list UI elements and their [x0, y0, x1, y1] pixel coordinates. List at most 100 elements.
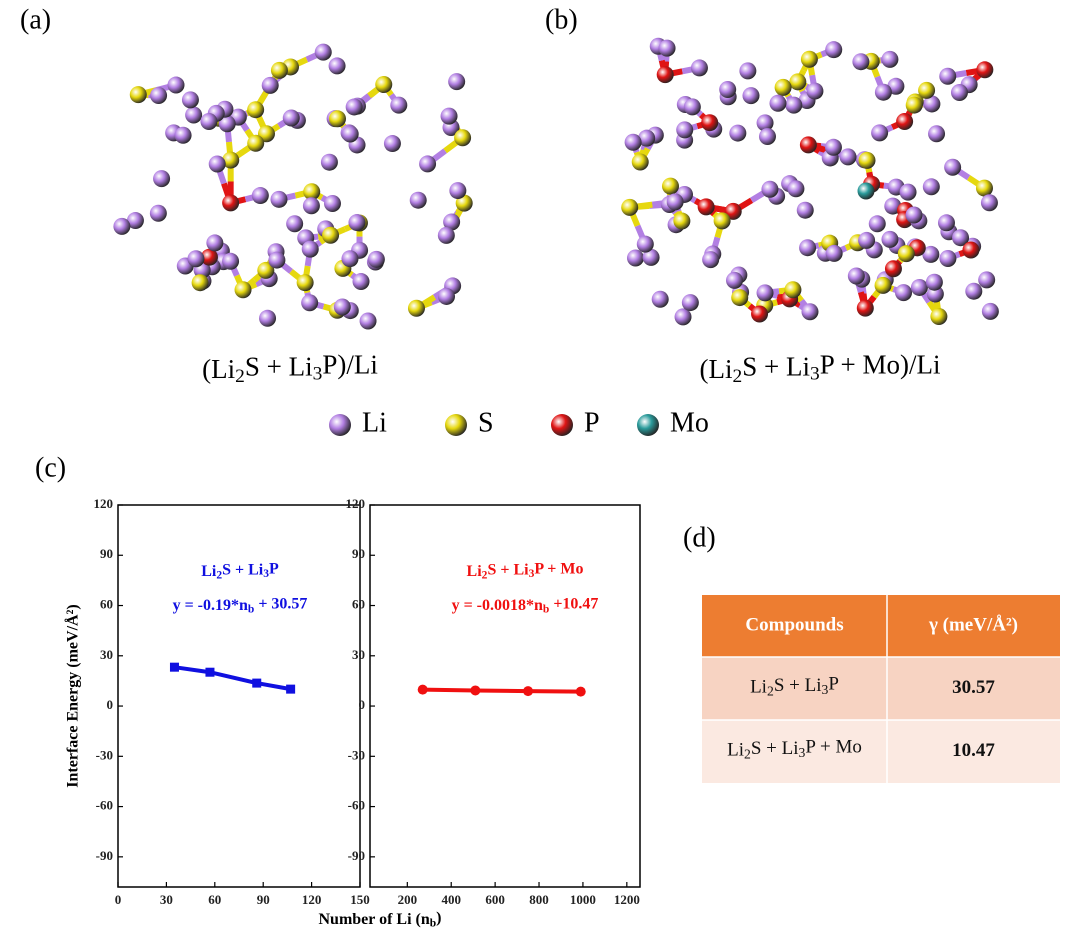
atom — [965, 282, 983, 300]
atom — [314, 43, 332, 61]
atom — [651, 290, 669, 308]
atom — [407, 299, 425, 317]
data-point — [205, 667, 215, 677]
atom — [631, 153, 649, 171]
legend-label: Mo — [670, 407, 709, 438]
atom — [301, 294, 319, 312]
table-cell: 30.57 — [952, 677, 995, 698]
atom — [868, 215, 886, 233]
text-run: y = -0.19*n — [173, 597, 248, 614]
y-tick-label: 30 — [100, 647, 113, 662]
atom — [187, 250, 205, 268]
text-run: +10.47 — [549, 595, 598, 612]
atom — [443, 213, 461, 231]
atom — [181, 91, 199, 109]
atom — [251, 187, 269, 205]
atom — [328, 110, 346, 128]
atom — [323, 194, 341, 212]
atom — [976, 61, 994, 79]
atom — [939, 67, 957, 85]
atom — [302, 197, 320, 215]
atom — [383, 135, 401, 153]
atom — [918, 81, 936, 99]
table-row — [702, 720, 1060, 783]
x-tick-label: 400 — [441, 892, 461, 907]
atom — [774, 78, 792, 96]
atom — [322, 226, 340, 244]
atom — [449, 182, 467, 200]
atom — [905, 206, 923, 224]
annotation: y = -0.0018*nb +10.47 — [452, 595, 599, 615]
text-run: 2 — [744, 747, 751, 762]
data-point — [252, 678, 262, 688]
y-tick-label: 120 — [346, 496, 366, 511]
text-run: Number of Li (n — [319, 911, 430, 928]
atom — [719, 80, 737, 98]
y-tick-label: -30 — [348, 747, 365, 762]
atom — [729, 124, 747, 142]
plot-frame — [117, 504, 361, 888]
panel-label: (d) — [683, 522, 716, 553]
atom — [419, 155, 437, 173]
text-run: P — [828, 674, 839, 695]
atom — [697, 198, 715, 216]
atom — [787, 180, 805, 198]
atom — [191, 274, 209, 292]
atom — [270, 61, 288, 79]
atom — [874, 276, 892, 294]
atom — [296, 274, 314, 292]
text-run: S + Li — [742, 352, 810, 382]
atom — [925, 273, 943, 291]
atom — [642, 248, 660, 266]
atom — [896, 113, 914, 131]
atom — [153, 170, 171, 188]
text-run: b — [248, 603, 254, 615]
atom — [113, 217, 131, 235]
atom — [367, 250, 385, 268]
atom — [270, 190, 288, 208]
y-tick-label: 90 — [352, 546, 365, 561]
text-run: 3 — [313, 364, 323, 385]
atom — [286, 215, 304, 233]
atom — [713, 212, 731, 230]
text-run: P — [269, 560, 279, 577]
atom — [871, 124, 889, 142]
text-run: 2 — [235, 366, 245, 387]
atom — [905, 96, 923, 114]
legend-label: Li — [362, 407, 387, 438]
table-cell: Li2S + Li3P + Mo — [727, 737, 862, 762]
atom — [261, 76, 279, 94]
data-line — [174, 665, 291, 692]
atom — [939, 249, 957, 267]
plot-frame — [369, 504, 641, 888]
text-run: ) — [436, 909, 441, 926]
atom — [952, 229, 970, 247]
x-tick-label: 150 — [350, 892, 370, 907]
atom — [126, 212, 144, 230]
atom — [454, 129, 472, 147]
atom — [636, 235, 654, 253]
atom — [839, 148, 857, 166]
data-point — [286, 684, 296, 694]
atom — [975, 179, 993, 197]
atom — [857, 182, 875, 200]
text-run: 3 — [263, 568, 269, 580]
atom — [638, 129, 656, 147]
atom — [742, 87, 760, 105]
text-run: y = -0.0018*n — [452, 597, 543, 614]
atom — [341, 125, 359, 143]
atom — [784, 281, 802, 299]
atom — [751, 305, 769, 323]
text-run: b — [543, 603, 549, 615]
text-run: S + Li — [245, 352, 313, 382]
x-tick-label: 60 — [208, 892, 221, 907]
structure-caption: (Li2S + Li3P)/Li — [202, 350, 378, 388]
table-header-cell: γ (meV/Å²) — [928, 614, 1018, 635]
text-run: + 30.57 — [254, 595, 307, 612]
atom — [375, 76, 393, 94]
atom — [437, 287, 455, 305]
atom — [673, 212, 691, 230]
atom — [303, 183, 321, 201]
atom — [930, 307, 948, 325]
data-point — [417, 684, 428, 695]
